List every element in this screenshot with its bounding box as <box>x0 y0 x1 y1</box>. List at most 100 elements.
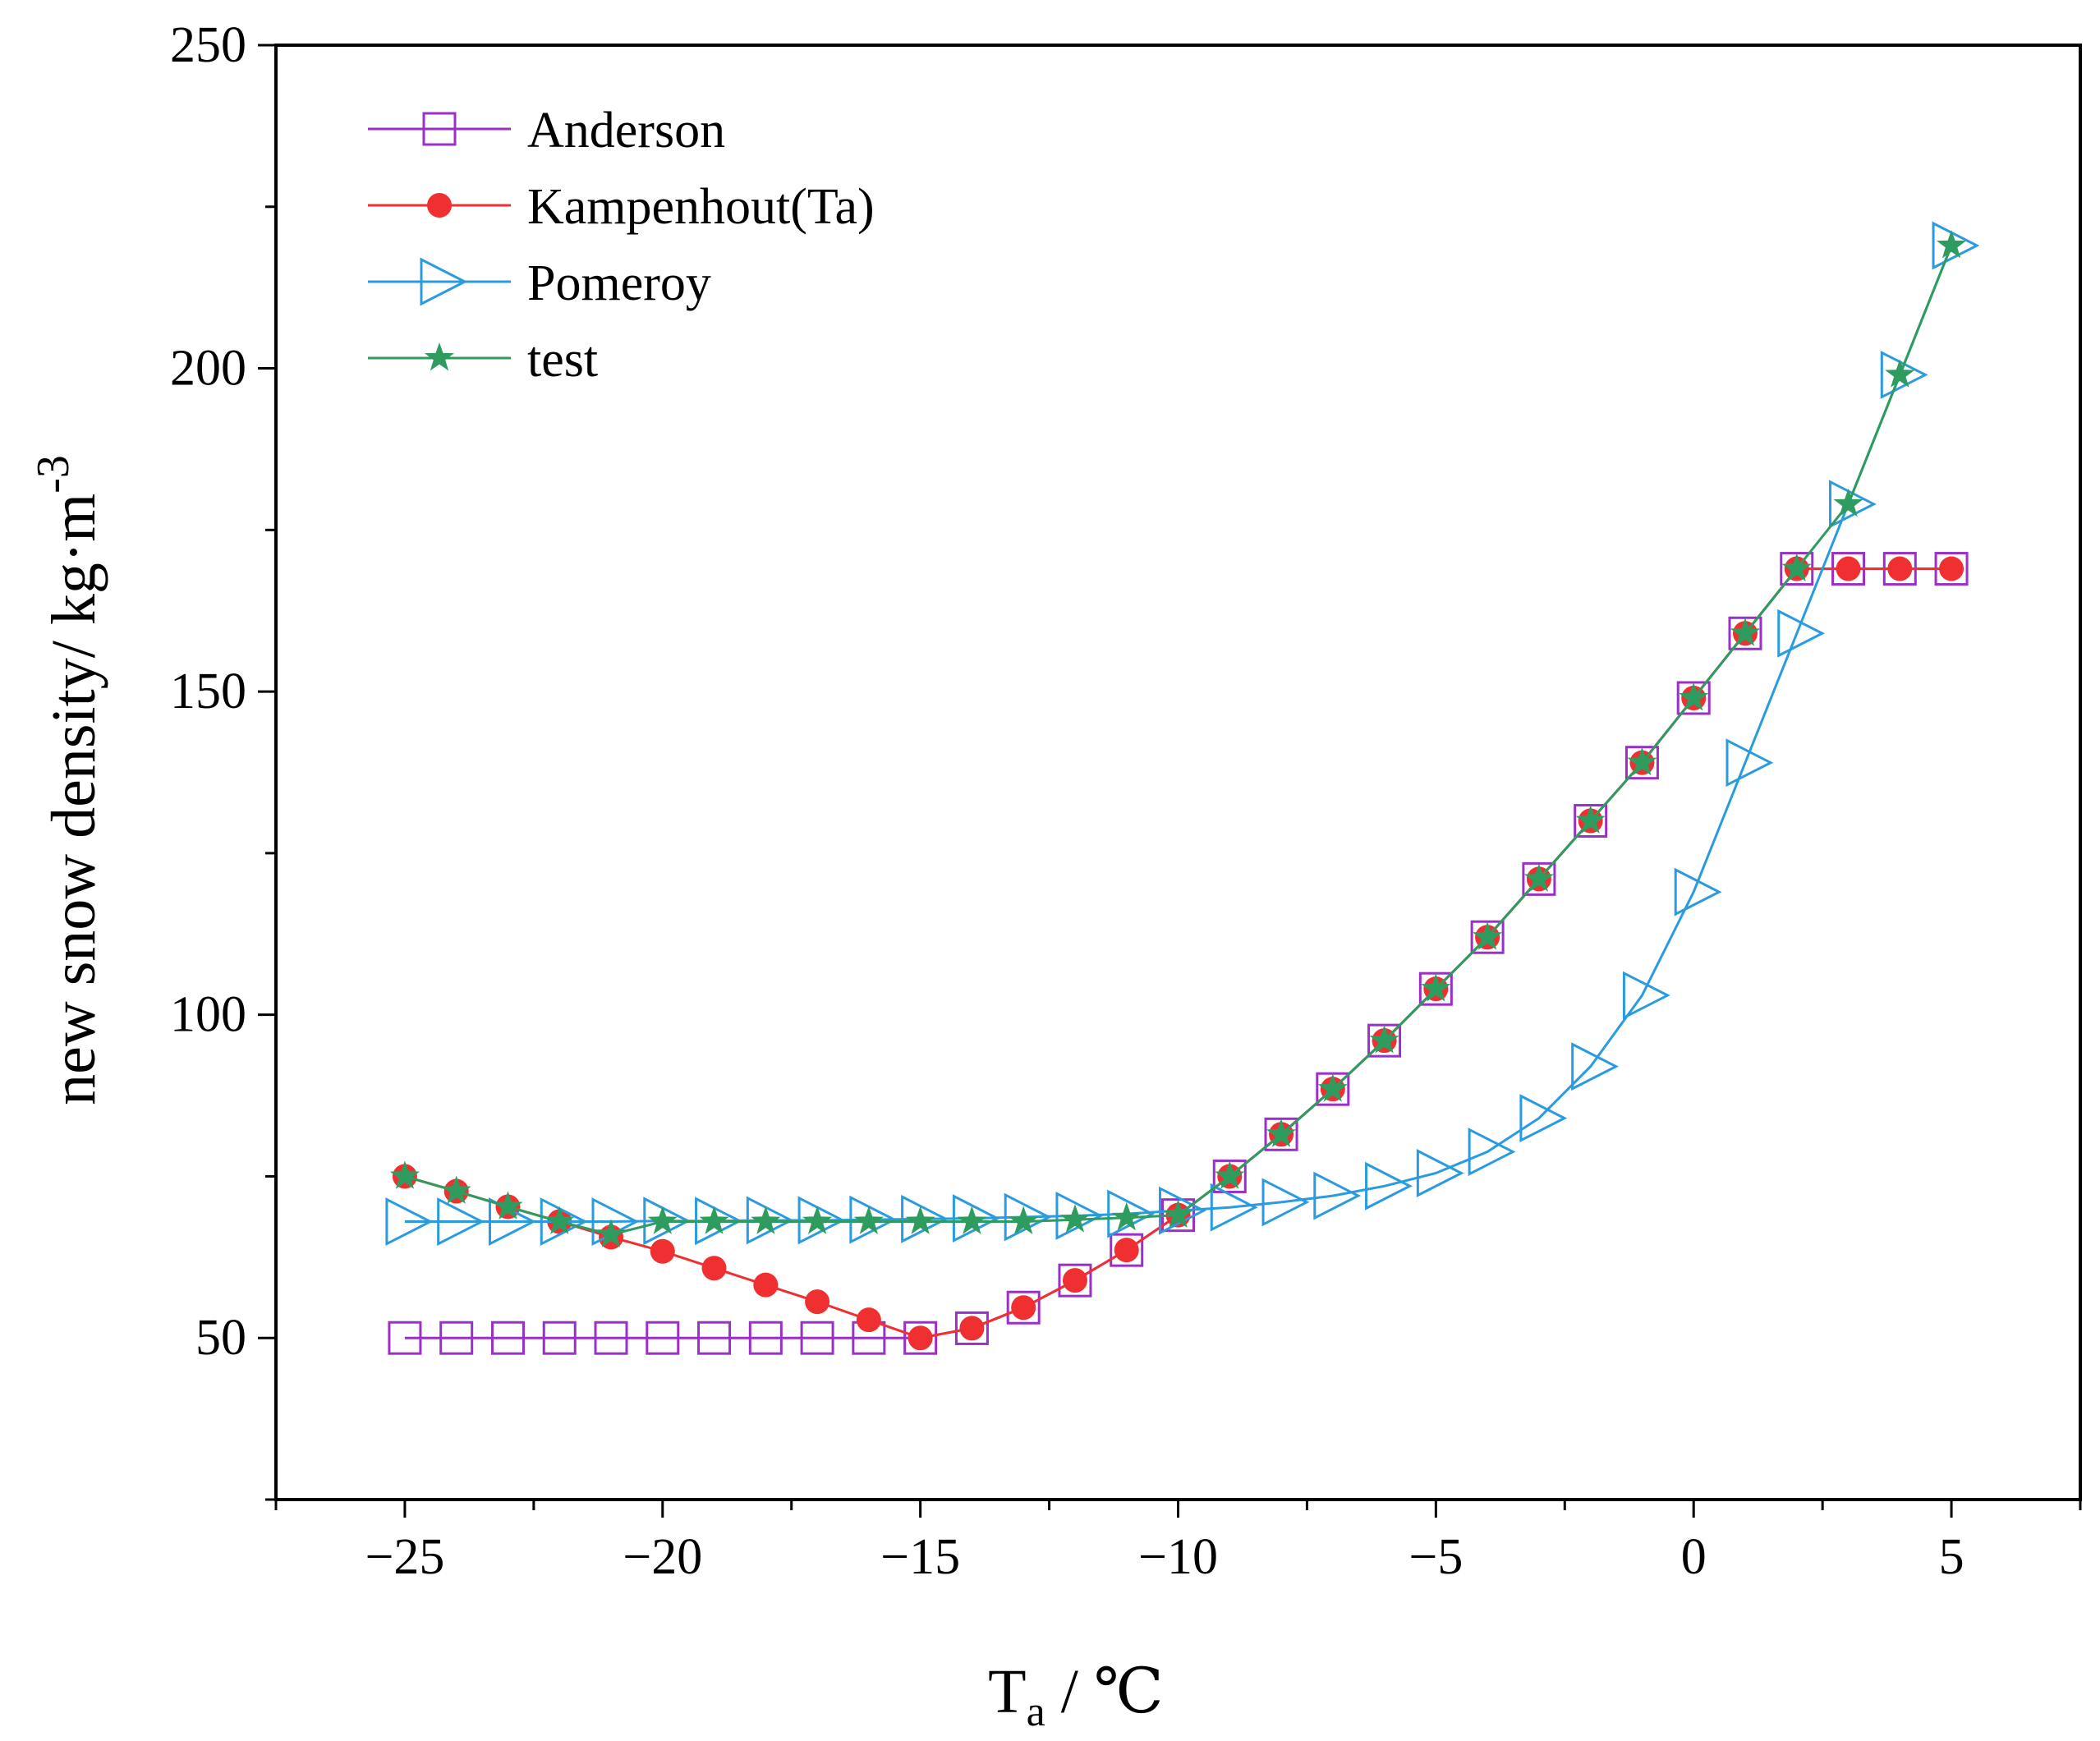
data-point <box>1939 556 1964 581</box>
legend-label: Anderson <box>527 103 725 158</box>
data-point <box>853 1206 884 1234</box>
data-point <box>1730 618 1761 646</box>
data-point <box>1210 1183 1258 1232</box>
data-point <box>1932 221 1980 270</box>
data-point <box>701 1256 727 1281</box>
x-tick-label: −20 <box>623 1529 702 1585</box>
data-point <box>1367 1023 1402 1058</box>
data-point <box>1674 867 1722 916</box>
plot-area <box>385 221 1980 1355</box>
data-point <box>802 1206 833 1234</box>
data-point <box>1317 1073 1348 1102</box>
data-point <box>1062 1268 1087 1293</box>
data-point <box>905 1206 935 1234</box>
y-axis-title-main: new snow density/ kg·m <box>39 494 108 1105</box>
x-tick-label: −15 <box>880 1529 960 1585</box>
data-point <box>1215 1160 1245 1189</box>
data-point <box>1622 971 1670 1020</box>
legend-item-anderson: Anderson <box>368 103 725 158</box>
legend-item-kampenhout-ta-: Kampenhout(Ta) <box>368 179 875 235</box>
legend-label: Kampenhout(Ta) <box>527 179 875 235</box>
data-point <box>1624 746 1659 780</box>
axes: −25 −20 −15 −10 −5 0 5 50 100 150 200 250 <box>170 17 2082 1585</box>
data-point <box>643 1197 692 1246</box>
y-axis-title-superscript: -3 <box>28 455 79 494</box>
data-point <box>1313 1171 1362 1220</box>
data-point <box>441 1175 471 1204</box>
data-point <box>1519 1094 1568 1143</box>
data-point <box>1676 681 1711 715</box>
data-point <box>1627 746 1657 776</box>
data-point <box>1571 1042 1619 1091</box>
x-tick-label: −25 <box>365 1529 444 1585</box>
data-point <box>954 1311 989 1345</box>
data-point <box>746 1196 794 1245</box>
x-tick-label: 0 <box>1681 1529 1707 1585</box>
data-point <box>1163 1199 1193 1228</box>
legend-marker <box>420 257 468 306</box>
legend-item-pomeroy: Pomeroy <box>368 255 711 311</box>
legend-label: Pomeroy <box>527 255 711 311</box>
data-point <box>1111 1201 1142 1231</box>
data-point <box>388 1321 422 1355</box>
data-point <box>1575 805 1606 834</box>
data-point <box>1679 682 1709 711</box>
legend-label: test <box>527 332 598 388</box>
data-point <box>797 1196 846 1245</box>
data-point <box>1316 1072 1350 1106</box>
data-point <box>748 1321 783 1355</box>
data-point <box>1781 553 1812 581</box>
data-point <box>1110 1233 1144 1267</box>
y-tick-label: 200 <box>170 341 246 397</box>
y-axis-title: new snow density/ kg·m-3 <box>28 455 108 1105</box>
legend: Anderson Kampenhout(Ta) Pomeroy test <box>368 103 875 388</box>
x-axis-title-main: T <box>988 1657 1026 1726</box>
data-point <box>903 1321 938 1355</box>
data-point <box>697 1321 732 1355</box>
x-axis-title-unit: / ℃ <box>1045 1657 1164 1726</box>
data-point <box>439 1321 474 1355</box>
x-axis-title-subscript: a <box>1027 1688 1045 1735</box>
y-tick-label: 150 <box>170 664 246 719</box>
data-point <box>1006 1290 1041 1325</box>
data-point <box>753 1272 779 1298</box>
x-axis-title: Ta / ℃ <box>988 1657 1164 1735</box>
data-point <box>1574 804 1608 838</box>
data-point <box>1937 230 1967 259</box>
data-point <box>1264 1117 1298 1151</box>
data-point <box>1473 921 1503 950</box>
data-point <box>1522 861 1556 896</box>
data-point <box>1777 609 1826 658</box>
data-point <box>751 1206 781 1234</box>
data-point <box>1833 488 1863 517</box>
data-point <box>856 1307 881 1333</box>
data-point <box>699 1206 729 1234</box>
data-point <box>490 1321 525 1355</box>
legend-item-test: test <box>368 332 598 388</box>
legend-marker <box>422 112 457 146</box>
legend-marker <box>424 342 455 371</box>
series-test <box>389 230 1967 1247</box>
data-point <box>595 1219 627 1247</box>
data-point <box>959 1316 985 1341</box>
data-point <box>1418 972 1453 1006</box>
data-point <box>1416 1149 1464 1197</box>
data-point <box>647 1206 678 1234</box>
data-point <box>1836 556 1861 581</box>
data-point <box>849 1195 898 1244</box>
data-point <box>1009 1206 1039 1234</box>
data-point <box>1468 1128 1516 1176</box>
data-point <box>385 1197 434 1246</box>
data-point <box>1725 738 1774 788</box>
data-point <box>1261 1178 1310 1227</box>
data-point <box>540 1197 588 1246</box>
data-point <box>594 1321 628 1355</box>
data-point <box>1728 616 1762 650</box>
data-point <box>1369 1025 1399 1054</box>
data-point <box>908 1325 933 1351</box>
y-tick-label: 50 <box>195 1310 246 1366</box>
data-point <box>1421 973 1451 1002</box>
data-point <box>1266 1119 1297 1147</box>
